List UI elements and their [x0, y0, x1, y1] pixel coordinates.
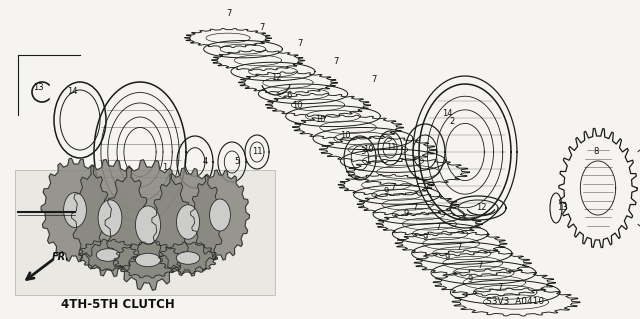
Polygon shape [159, 242, 218, 274]
Text: 7: 7 [227, 10, 232, 19]
Polygon shape [114, 242, 182, 278]
Text: 7: 7 [412, 203, 418, 211]
Text: 9: 9 [467, 276, 472, 285]
Polygon shape [105, 160, 191, 290]
Ellipse shape [63, 193, 86, 227]
Ellipse shape [177, 205, 200, 239]
Polygon shape [79, 239, 138, 271]
Text: 10: 10 [340, 130, 350, 139]
Text: 9: 9 [422, 233, 428, 241]
Polygon shape [72, 160, 148, 277]
Text: S3V3  A0410: S3V3 A0410 [486, 298, 544, 307]
Text: 10: 10 [292, 100, 302, 109]
Text: 5: 5 [234, 157, 239, 166]
Polygon shape [191, 170, 250, 260]
Text: 7: 7 [371, 76, 377, 85]
Text: 13: 13 [33, 84, 44, 93]
Text: 7: 7 [390, 183, 396, 192]
Text: 2: 2 [449, 116, 454, 125]
Bar [15, 170, 275, 295]
Text: 7: 7 [435, 224, 441, 233]
Text: 3: 3 [360, 147, 365, 157]
Text: 10: 10 [363, 145, 373, 154]
Text: 12: 12 [271, 73, 281, 83]
Text: 8: 8 [593, 147, 598, 157]
Text: 7: 7 [497, 283, 502, 292]
Text: 6: 6 [286, 92, 292, 100]
Text: 9: 9 [444, 254, 450, 263]
Text: 14: 14 [67, 86, 77, 95]
Ellipse shape [210, 199, 230, 231]
Text: 7: 7 [333, 57, 339, 66]
Text: FR.: FR. [52, 252, 70, 262]
Ellipse shape [136, 206, 161, 244]
Text: 14: 14 [442, 108, 452, 117]
Polygon shape [152, 168, 224, 276]
Ellipse shape [96, 249, 120, 261]
Text: 7: 7 [456, 243, 461, 253]
Text: 7: 7 [259, 24, 265, 33]
Text: 4: 4 [202, 158, 207, 167]
Ellipse shape [136, 253, 161, 267]
Ellipse shape [176, 252, 200, 264]
Text: 10: 10 [315, 115, 325, 124]
Text: 9: 9 [403, 210, 408, 219]
Text: 11: 11 [386, 144, 396, 152]
Text: 9: 9 [383, 188, 388, 197]
Text: 4TH-5TH CLUTCH: 4TH-5TH CLUTCH [61, 299, 175, 311]
Text: 7: 7 [298, 40, 303, 48]
Polygon shape [41, 158, 109, 262]
Text: 1: 1 [163, 164, 168, 173]
Text: 11: 11 [252, 147, 262, 157]
Text: 12: 12 [476, 203, 486, 211]
Ellipse shape [98, 200, 122, 236]
Text: 13: 13 [557, 204, 567, 212]
Text: 7: 7 [477, 262, 483, 271]
